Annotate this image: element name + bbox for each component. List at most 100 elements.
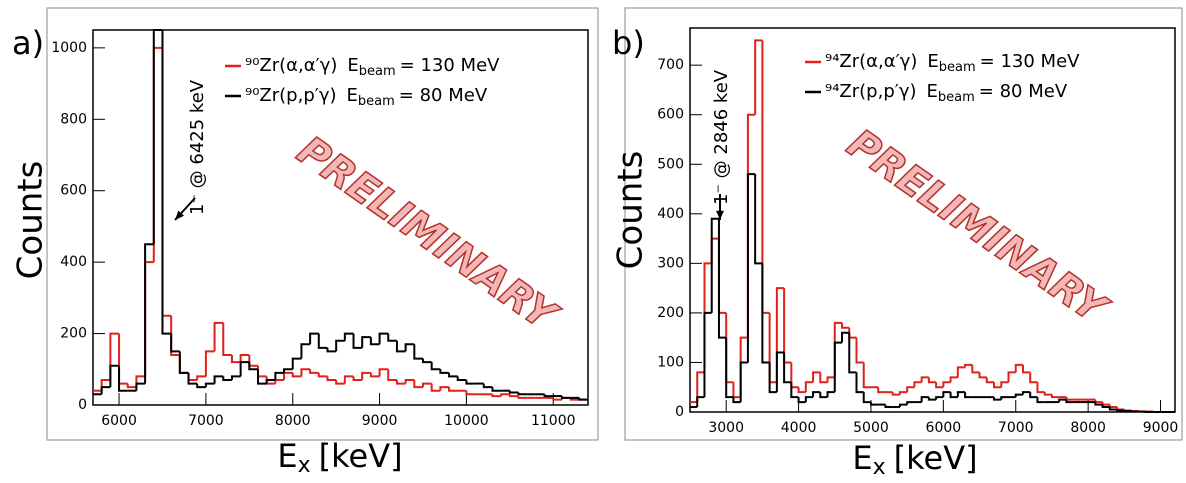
x-tick-label: 10000: [444, 413, 489, 429]
histogram-bin: [109, 332, 120, 380]
histogram-bin: [491, 387, 502, 392]
histogram-bin: [413, 344, 423, 360]
y-tick-label: 100: [657, 354, 684, 370]
x-tick-label: 8000: [275, 413, 311, 429]
histogram-bin: [935, 382, 944, 389]
histogram-bin: [1065, 397, 1074, 401]
histogram-bin: [717, 238, 727, 314]
histogram-bin: [732, 397, 741, 404]
histogram-bin: [326, 376, 337, 381]
histogram-bin: [783, 352, 792, 384]
histogram-bin: [848, 327, 857, 339]
y-tick-label: 600: [60, 183, 87, 199]
histogram-bin: [100, 379, 111, 391]
histogram-bin: [739, 361, 748, 403]
histogram-bin: [361, 336, 371, 348]
histogram-bin: [826, 376, 835, 383]
watermark: PRELIMINARY: [839, 121, 1117, 335]
histogram-bin: [508, 390, 519, 394]
histogram-bin: [317, 372, 328, 378]
histogram-bin: [248, 355, 258, 367]
histogram-bin: [578, 397, 588, 401]
histogram-bin: [819, 372, 828, 384]
legend-name: ⁹⁴Zr(p,p′γ): [825, 81, 917, 102]
histogram-bin: [257, 365, 267, 378]
x-axis-label: Ex [keV]: [852, 439, 977, 480]
peak-annotation: 1⁻ @ 2846 keV: [711, 69, 732, 205]
histogram-bin: [855, 372, 864, 394]
histogram-bin: [848, 332, 857, 374]
histogram-bin: [1021, 391, 1031, 395]
y-tick-label: 200: [657, 305, 684, 321]
histogram-bin: [361, 371, 371, 380]
histogram-bin: [1065, 399, 1074, 404]
histogram-bin: [732, 382, 741, 399]
legend-value: = 80 MeV: [399, 85, 488, 106]
legend-subscript: beam: [938, 90, 975, 105]
histogram-bin: [761, 263, 770, 364]
histogram-bin: [898, 391, 908, 395]
histogram-bin: [517, 392, 528, 396]
histogram-bin: [422, 358, 432, 364]
y-axis-label: Counts: [11, 161, 51, 280]
x-tick-label: 3000: [708, 420, 744, 436]
histogram-bin: [993, 382, 1002, 389]
histogram-series: [93, 29, 588, 401]
x-tick-label: 8000: [1070, 420, 1106, 436]
legend-subscript: beam: [359, 64, 396, 79]
histogram-bin: [971, 364, 980, 374]
histogram-bin: [812, 391, 821, 398]
histogram-bin: [1094, 402, 1103, 406]
x-tick-label: 6000: [926, 420, 962, 436]
histogram-bin: [369, 372, 380, 378]
histogram-bin: [543, 394, 554, 398]
histogram-bin: [1108, 404, 1118, 409]
legend-entry: ⁹⁴Zr(p,p′γ) Ebeam = 80 MeV: [825, 81, 1068, 105]
x-tick-label: 6000: [101, 413, 137, 429]
histogram-bin: [1000, 396, 1009, 400]
histogram-bin: [833, 321, 843, 378]
histogram-bin: [1101, 402, 1110, 406]
histogram-bin: [378, 368, 389, 377]
histogram-bin: [761, 40, 770, 314]
histogram-bin: [291, 357, 302, 370]
histogram-bin: [204, 382, 215, 388]
histogram-bin: [552, 397, 562, 401]
legend-subscript: beam: [358, 94, 395, 109]
x-label-subscript: x: [873, 455, 886, 480]
y-tick-label: 800: [60, 111, 87, 127]
plot-frame: [689, 27, 1176, 413]
histogram-bin: [710, 237, 719, 264]
histogram-bin: [300, 343, 311, 359]
peak-annotation: 1⁻ @ 6425 keV: [187, 79, 208, 215]
histogram-bin: [395, 380, 406, 385]
histogram-bin: [239, 354, 250, 363]
histogram-bin: [1021, 364, 1031, 374]
histogram-bin: [448, 387, 458, 392]
y-tick-label: 1000: [51, 40, 87, 56]
histogram-bin: [913, 381, 922, 388]
histogram-bin: [935, 396, 944, 400]
histogram-bin: [1094, 399, 1103, 404]
histogram-bin: [352, 376, 363, 381]
annotation-arrowhead: [716, 210, 724, 220]
legend-symbol: E: [347, 85, 358, 106]
histogram-bin: [144, 243, 154, 384]
histogram-bin: [274, 371, 285, 380]
histogram-bin: [964, 392, 973, 399]
histogram-bin: [956, 366, 966, 378]
histogram-bin: [775, 351, 785, 393]
histogram-bin: [717, 218, 727, 339]
histogram-bin: [1007, 371, 1016, 383]
histogram-bin: [265, 379, 276, 384]
histogram-bin: [465, 380, 476, 385]
histogram-bin: [335, 380, 345, 385]
histogram-bin: [746, 173, 756, 363]
histogram-bin: [222, 376, 232, 381]
histogram-bin: [1058, 398, 1067, 403]
histogram-bin: [978, 372, 987, 379]
histogram-bin: [993, 397, 1002, 401]
histogram-bin: [343, 375, 354, 384]
histogram-bin: [696, 371, 705, 403]
